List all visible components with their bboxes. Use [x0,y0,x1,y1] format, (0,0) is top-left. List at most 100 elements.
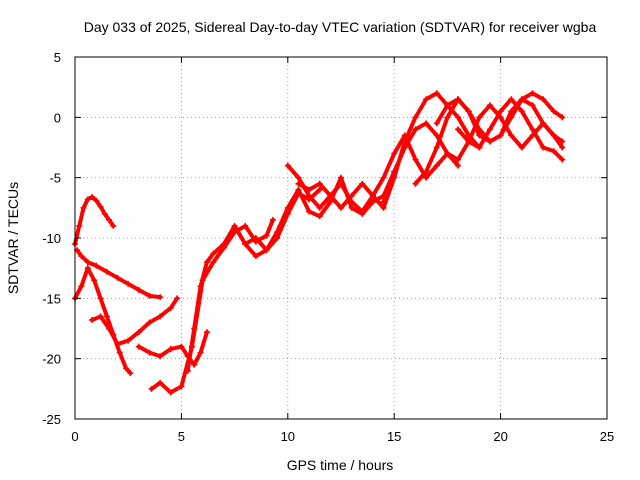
data-point [391,150,398,157]
y-tick-label: -15 [42,291,61,306]
data-point [327,192,334,199]
data-point [423,120,430,127]
data-point [550,108,557,115]
data-point [146,319,153,326]
data-point [284,204,291,211]
data-point [167,389,174,396]
data-point [306,192,313,199]
data-point [401,144,408,151]
data-point [380,204,387,211]
data-point [559,144,566,151]
data-point [508,96,515,103]
x-tick-label: 10 [281,429,295,444]
series-track-2 [74,247,164,301]
series-track-8 [242,168,398,260]
data-point [550,148,557,155]
data-point [93,262,100,269]
data-point [540,120,547,127]
data-point [157,294,164,301]
data-point [348,204,355,211]
data-point [359,208,366,215]
data-point [412,114,419,121]
data-point [210,250,217,257]
tick-marks [74,56,608,420]
data-point [338,204,344,211]
data-point [123,365,130,372]
data-point [203,259,210,266]
data-point [178,383,185,390]
data-point [433,120,440,127]
data-point [455,126,462,133]
data-point [135,329,142,336]
data-point [78,283,85,290]
data-point [423,96,430,103]
data-point [197,349,204,356]
data-point [359,180,366,187]
data-point [84,265,91,272]
data-point [327,198,334,205]
series-track-1 [72,193,117,248]
data-point [125,337,132,344]
data-point [433,144,440,151]
series-line [73,266,133,376]
data-point [412,156,419,163]
y-tick-label: -5 [49,171,61,186]
series-line [73,194,116,247]
data-point [465,108,472,115]
data-point [114,341,121,348]
data-point [518,144,525,151]
y-tick-label: -25 [42,412,61,427]
data-point [167,304,174,311]
data-point [203,329,210,336]
data-point [316,186,323,193]
chart-title: Day 033 of 2025, Sidereal Day-to-day VTE… [84,19,597,35]
data-point [486,138,493,145]
data-point [423,174,430,181]
y-axis-label: SDTVAR / TECUs [5,182,21,294]
data-point [316,213,323,220]
data-point [497,132,504,139]
data-point [550,132,557,139]
data-point [518,108,525,115]
data-point [476,126,483,133]
data-point [508,132,515,139]
y-tick-label: 0 [54,110,61,125]
data-point [412,126,419,133]
data-point [97,203,104,210]
data-point [116,349,123,356]
data-point [101,210,108,217]
data-point [338,174,344,181]
data-point [89,193,96,200]
data-point [476,132,483,139]
data-point [423,168,430,175]
data-point [146,349,153,356]
data-point [391,168,398,175]
series-line [75,248,163,300]
data-point [508,114,515,121]
series-line [90,296,180,347]
data-point [148,385,155,392]
data-point [184,367,191,374]
data-point [231,222,238,229]
data-point [210,259,217,266]
data-point [191,361,198,368]
y-tick-label: -10 [42,231,61,246]
data-point [529,126,536,133]
data-point [220,241,227,248]
data-point [529,90,536,97]
data-point [529,102,536,109]
data-point [135,286,142,293]
data-point [559,114,566,121]
data-point [269,216,276,223]
data-point [369,192,376,199]
data-point [106,216,113,223]
data-point [380,198,387,205]
data-point [316,180,323,187]
data-point [316,204,323,211]
data-point [167,346,174,353]
data-point [380,174,387,181]
data-point [306,186,313,193]
x-tick-label: 5 [178,429,185,444]
y-tick-label: 5 [54,50,61,65]
